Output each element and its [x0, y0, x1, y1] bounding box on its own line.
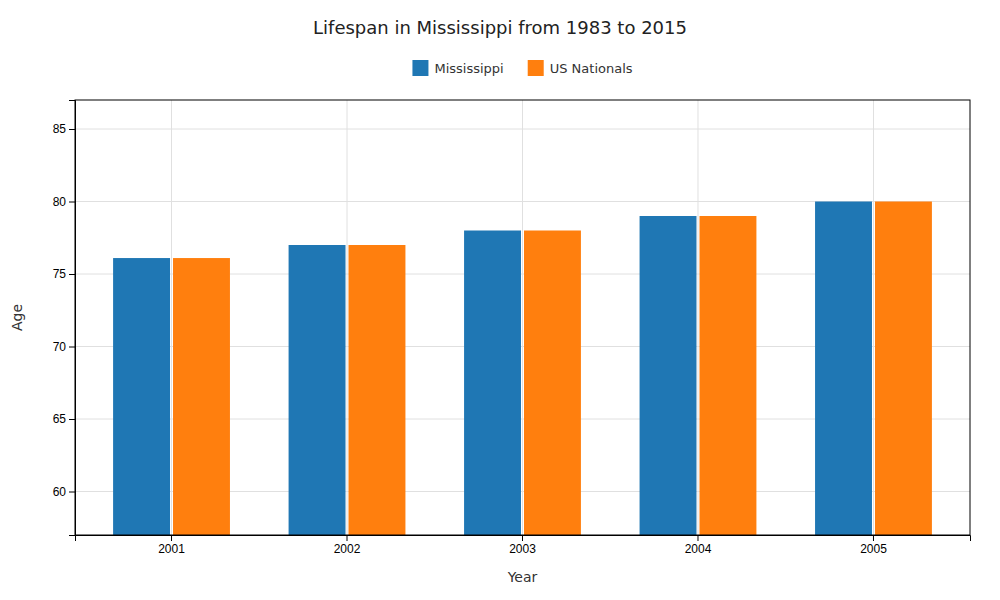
bar — [524, 231, 581, 536]
legend: Mississippi US Nationals — [412, 60, 632, 76]
x-tick-label: 2002 — [334, 542, 361, 556]
grid-line-x — [522, 100, 523, 535]
y-tick-mark — [69, 419, 75, 420]
x-tick-label: 2004 — [685, 542, 712, 556]
x-axis: 2001 2002 2003 2004 2005 — [76, 535, 971, 556]
y-axis: 60 65 70 75 80 85 — [53, 101, 76, 536]
y-tick-label: 60 — [53, 485, 67, 499]
bar — [289, 245, 346, 535]
plot: 2001 2002 2003 2004 2005 60 65 70 75 80 85 — [53, 100, 971, 556]
grid-line-x — [873, 100, 874, 535]
x-axis-title: Year — [507, 569, 538, 585]
x-tick-mark — [171, 535, 172, 541]
grid-line-x — [171, 100, 172, 535]
y-axis-line — [69, 101, 76, 536]
x-tick-mark — [347, 535, 348, 541]
chart: 2001 2002 2003 2004 2005 60 65 70 75 80 85 Year Age L… — [0, 0, 1000, 600]
y-tick-mark — [69, 274, 75, 275]
y-axis-title: Age — [9, 304, 25, 331]
bar — [640, 216, 697, 535]
y-tick-label: 85 — [53, 122, 67, 136]
legend-item: Mississippi — [412, 60, 503, 76]
legend-swatch — [412, 60, 428, 76]
y-tick-mark — [69, 129, 75, 130]
bar — [349, 245, 406, 535]
x-tick: 2004 — [685, 535, 712, 556]
legend-item: US Nationals — [528, 60, 633, 76]
bar — [875, 202, 932, 536]
bar — [699, 216, 756, 535]
grid — [75, 100, 970, 535]
title: Lifespan in Mississippi from 1983 to 201… — [313, 17, 687, 38]
y-tick-mark — [69, 492, 75, 493]
x-tick-label: 2001 — [158, 542, 185, 556]
bar — [113, 258, 170, 535]
plot-frame — [75, 100, 970, 535]
y-tick: 65 — [53, 412, 75, 426]
x-tick: 2001 — [158, 535, 185, 556]
y-tick-label: 75 — [53, 267, 67, 281]
bar — [173, 258, 230, 535]
bars — [113, 202, 932, 536]
bar — [815, 202, 872, 536]
legend-swatch — [528, 60, 544, 76]
y-tick-mark — [69, 347, 75, 348]
legend-label: US Nationals — [550, 61, 633, 76]
y-tick-mark — [69, 202, 75, 203]
x-tick-label: 2003 — [509, 542, 536, 556]
x-tick-label: 2005 — [860, 542, 887, 556]
y-tick-label: 65 — [53, 412, 67, 426]
bar — [464, 231, 521, 536]
y-tick: 85 — [53, 122, 75, 136]
y-tick-label: 80 — [53, 195, 67, 209]
grid-line-x — [347, 100, 348, 535]
y-tick-label: 70 — [53, 340, 67, 354]
legend-label: Mississippi — [434, 61, 503, 76]
y-tick: 80 — [53, 195, 75, 209]
x-axis-line — [76, 536, 971, 542]
x-tick-mark — [873, 535, 874, 541]
y-tick: 75 — [53, 267, 75, 281]
x-tick: 2002 — [334, 535, 361, 556]
bar-series — [173, 202, 932, 536]
y-tick: 70 — [53, 340, 75, 354]
x-tick-mark — [697, 535, 698, 541]
grid-line-x — [697, 100, 698, 535]
x-tick: 2005 — [860, 535, 887, 556]
y-tick: 60 — [53, 485, 75, 499]
bar-series — [113, 202, 872, 536]
x-tick-mark — [522, 535, 523, 541]
x-tick: 2003 — [509, 535, 536, 556]
